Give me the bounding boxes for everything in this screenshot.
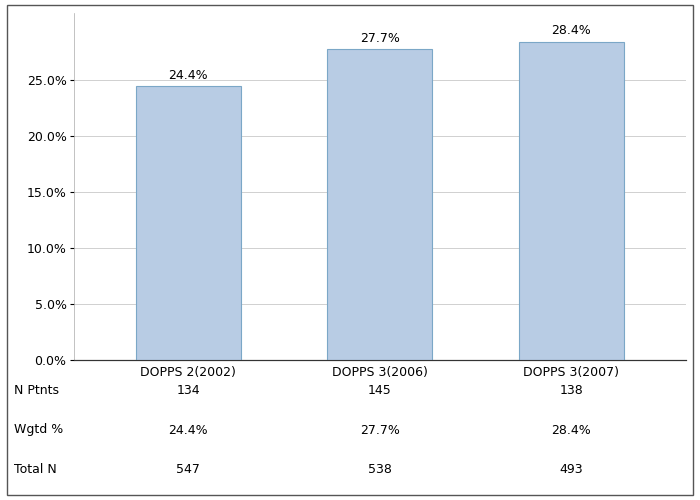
Text: 28.4%: 28.4%	[552, 24, 591, 37]
Text: 24.4%: 24.4%	[169, 424, 208, 436]
Text: N Ptnts: N Ptnts	[14, 384, 59, 398]
Text: 538: 538	[368, 462, 392, 475]
Text: 27.7%: 27.7%	[360, 424, 400, 436]
Text: 28.4%: 28.4%	[552, 424, 591, 436]
Text: 27.7%: 27.7%	[360, 32, 400, 45]
Text: 24.4%: 24.4%	[169, 69, 208, 82]
Bar	[136, 86, 241, 360]
Bar	[519, 42, 624, 360]
Text: 138: 138	[559, 384, 583, 398]
Text: Wgtd %: Wgtd %	[14, 424, 63, 436]
Text: 134: 134	[176, 384, 200, 398]
Bar	[327, 50, 433, 360]
Text: 145: 145	[368, 384, 391, 398]
Text: 493: 493	[559, 462, 583, 475]
Text: Total N: Total N	[14, 462, 57, 475]
Text: 547: 547	[176, 462, 200, 475]
